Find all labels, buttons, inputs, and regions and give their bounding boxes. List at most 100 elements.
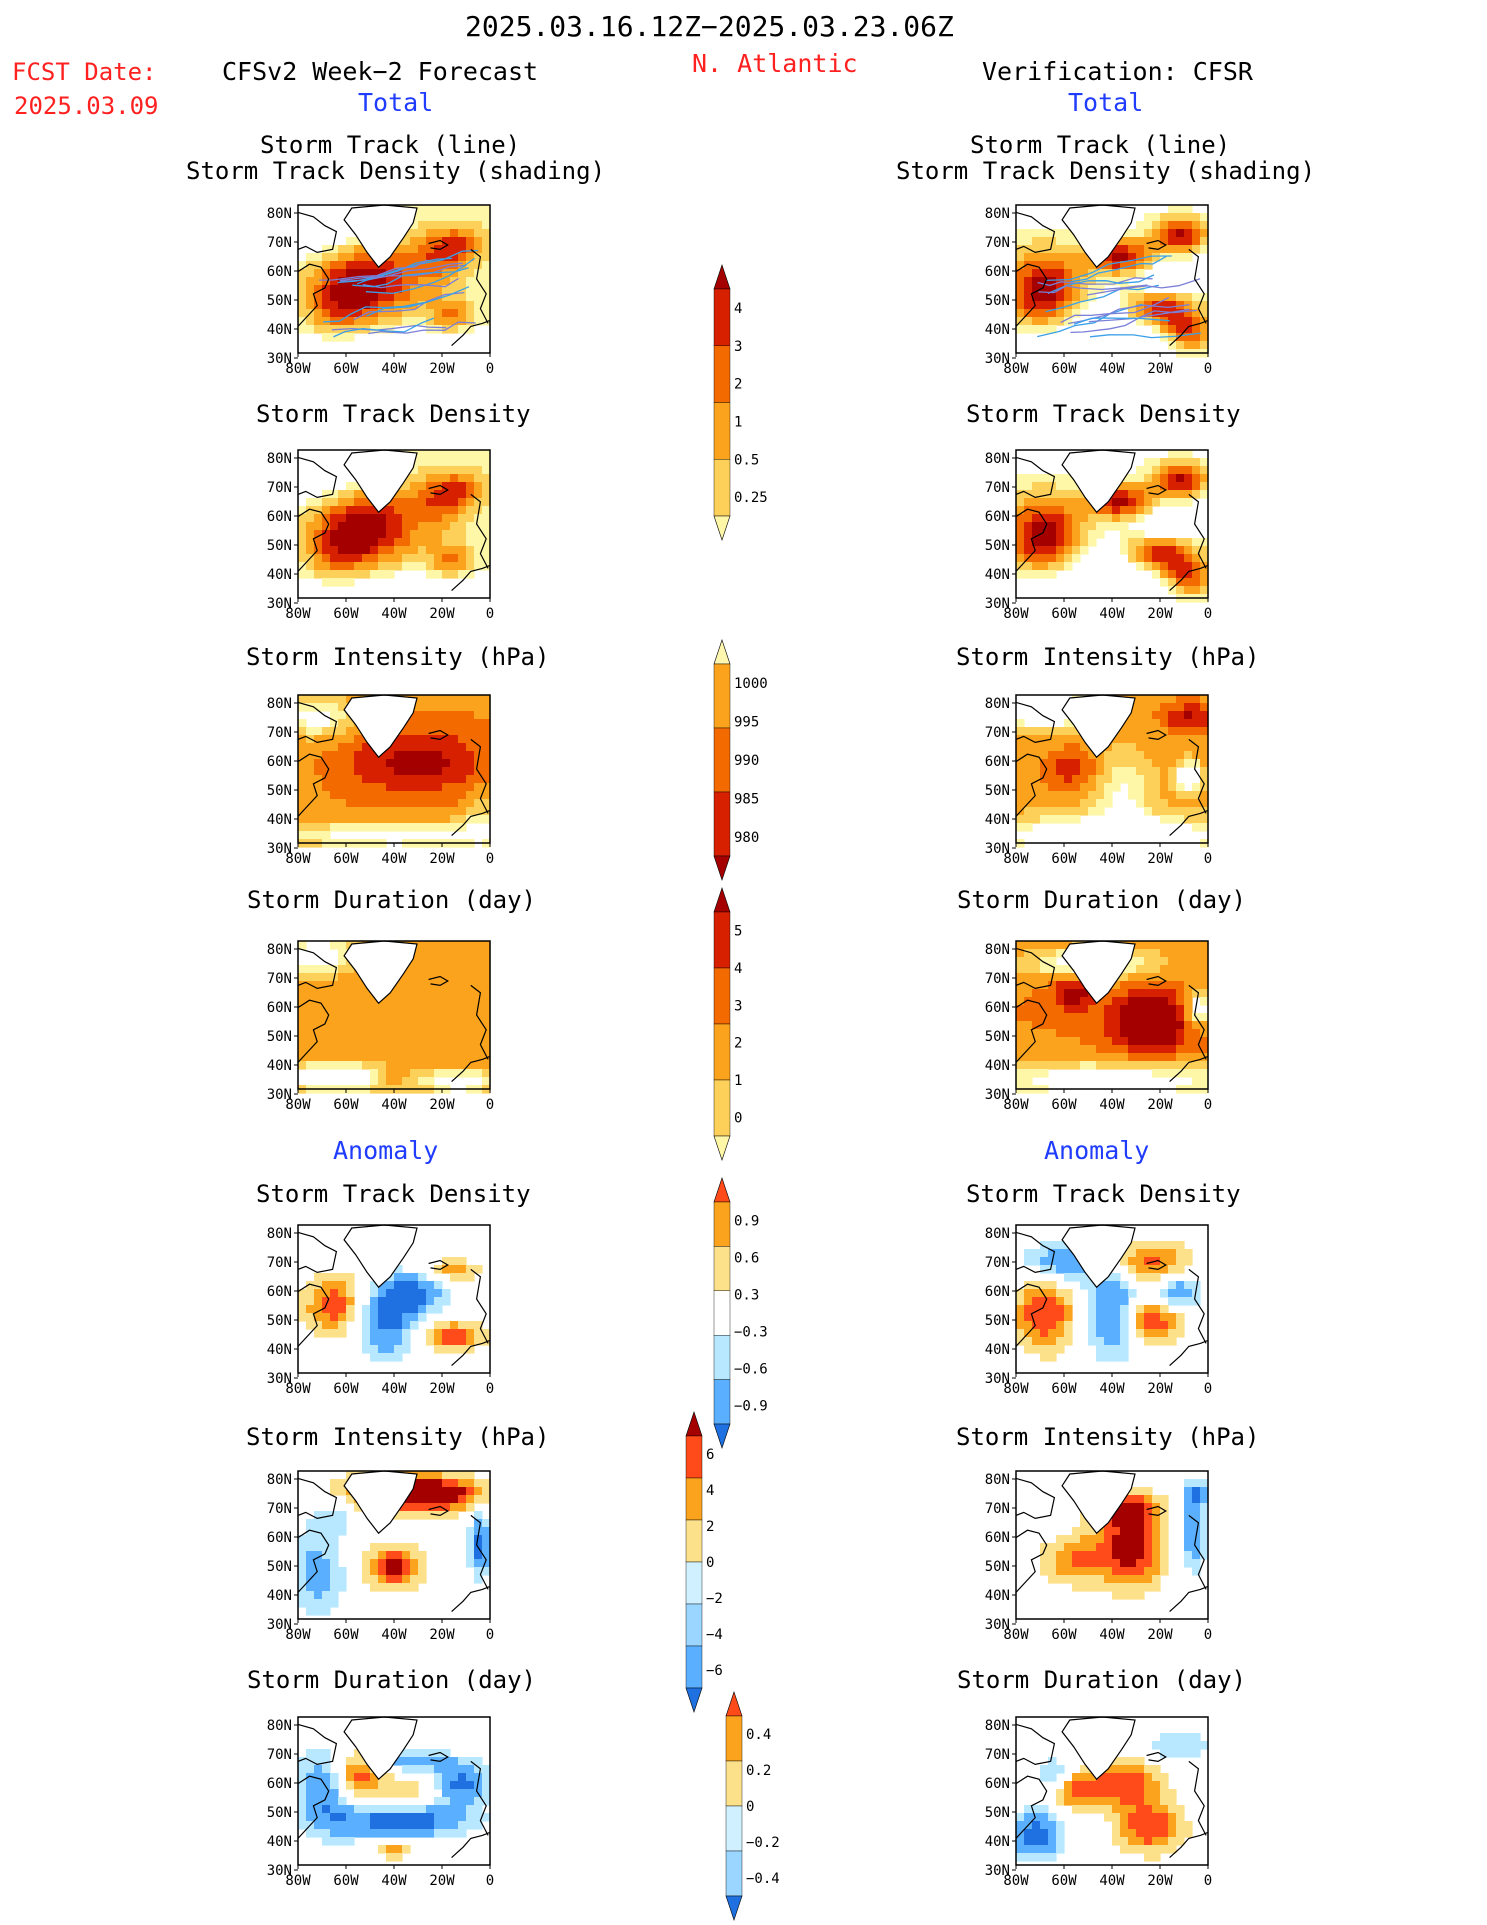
field-cell — [1072, 1021, 1081, 1030]
field-cell — [434, 253, 443, 262]
field-cell — [1064, 546, 1073, 555]
field-cell — [1128, 1583, 1137, 1592]
field-cell — [1144, 973, 1153, 982]
field-cell — [1016, 997, 1025, 1006]
field-cell — [1016, 1005, 1025, 1014]
field-cell — [314, 1511, 323, 1520]
field-cell — [458, 450, 467, 459]
field-cell — [370, 997, 379, 1006]
field-cell — [1056, 807, 1065, 816]
field-cell — [450, 1053, 459, 1062]
field-cell — [1160, 1559, 1169, 1568]
field-cell — [354, 1789, 363, 1798]
field-cell — [322, 1781, 331, 1790]
field-cell — [362, 562, 371, 571]
field-cell — [1120, 1313, 1129, 1322]
field-cell — [1072, 1773, 1081, 1782]
field-cell — [1192, 1289, 1201, 1298]
coastline — [297, 753, 330, 817]
field-cell — [1168, 807, 1177, 816]
field-cell — [1064, 1013, 1073, 1022]
field-cell — [410, 221, 419, 230]
field-cell — [1160, 981, 1169, 990]
field-cell — [354, 799, 363, 808]
field-cell — [394, 1757, 403, 1766]
field-cell — [298, 269, 307, 278]
field-cell — [1112, 1797, 1121, 1806]
field-cell — [338, 261, 347, 270]
field-cell — [482, 474, 491, 483]
lon-tick-label: 20W — [1147, 1381, 1173, 1397]
field-cell — [1048, 1313, 1057, 1322]
colorbar-label: 1000 — [734, 676, 768, 692]
field-cell — [458, 791, 467, 800]
lat-tick-label: 80N — [985, 206, 1010, 222]
field-cell — [1160, 949, 1169, 958]
field-cell — [370, 1281, 379, 1290]
field-cell — [1096, 1005, 1105, 1014]
field-cell — [354, 1005, 363, 1014]
field-cell — [1160, 1265, 1169, 1274]
field-cell — [306, 1559, 315, 1568]
field-cell — [474, 949, 483, 958]
field-cell — [1192, 538, 1201, 547]
field-cell — [1168, 498, 1177, 507]
field-cell — [346, 490, 355, 499]
field-cell — [1056, 498, 1065, 507]
field-cell — [410, 1053, 419, 1062]
field-cell — [1056, 253, 1065, 262]
field-cell — [410, 997, 419, 1006]
field-cell — [1024, 325, 1033, 334]
field-cell — [450, 1813, 459, 1822]
field-cell — [482, 277, 491, 286]
coastline — [1015, 1529, 1048, 1593]
field-cell — [1064, 743, 1073, 752]
field-cell — [362, 1789, 371, 1798]
field-cell — [1144, 1559, 1153, 1568]
field-cell — [466, 482, 475, 491]
field-cell — [370, 293, 379, 302]
field-cell — [322, 325, 331, 334]
field-cell — [1112, 1559, 1121, 1568]
field-cell — [1144, 1029, 1153, 1038]
field-cell — [1152, 695, 1161, 704]
field-cell — [1016, 1013, 1025, 1022]
field-cell — [1104, 1305, 1113, 1314]
field-cell — [1136, 530, 1145, 539]
field-cell — [306, 1599, 315, 1608]
field-cell — [370, 554, 379, 563]
field-cell — [1080, 285, 1089, 294]
field-cell — [1168, 1257, 1177, 1266]
field-cell — [442, 1045, 451, 1054]
field-cell — [1120, 1813, 1129, 1822]
field-cell — [1200, 767, 1209, 776]
field-cell — [330, 1053, 339, 1062]
field-cell — [1144, 1845, 1153, 1854]
field-cell — [338, 1583, 347, 1592]
lat-tick-label: 40N — [985, 322, 1010, 338]
field-cell — [1040, 514, 1049, 523]
field-cell — [1144, 1511, 1153, 1520]
field-cell — [1168, 973, 1177, 982]
field-cell — [458, 1021, 467, 1030]
field-cell — [434, 1829, 443, 1838]
field-cell — [418, 490, 427, 499]
field-cell — [346, 237, 355, 246]
field-cell — [1056, 997, 1065, 1006]
field-cell — [1064, 1305, 1073, 1314]
field-cell — [474, 1037, 483, 1046]
field-cell — [1200, 989, 1209, 998]
field-cell — [378, 1567, 387, 1576]
field-cell — [1168, 1321, 1177, 1330]
field-cell — [450, 1479, 459, 1488]
field-cell — [1136, 703, 1145, 712]
field-cell — [1192, 474, 1201, 483]
field-cell — [1040, 965, 1049, 974]
field-cell — [434, 1805, 443, 1814]
field-cell — [1200, 578, 1209, 587]
field-cell — [386, 1005, 395, 1014]
field-cell — [298, 1289, 307, 1298]
field-cell — [418, 973, 427, 982]
field-cell — [394, 1789, 403, 1798]
coastline — [1188, 738, 1207, 814]
